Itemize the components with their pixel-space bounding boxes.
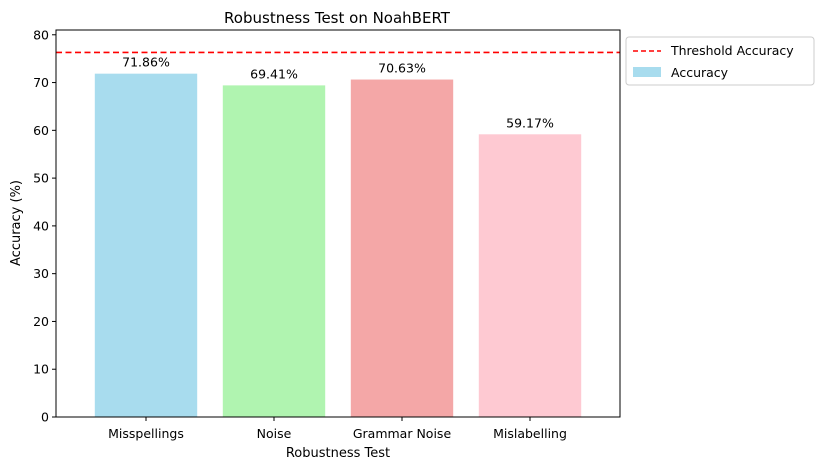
x-tick-label: Mislabelling: [493, 426, 567, 441]
bar-grammar-noise: [350, 79, 454, 417]
legend-accuracy-label: Accuracy: [671, 65, 729, 80]
x-tick-label: Misspellings: [108, 426, 184, 441]
y-axis-title: Accuracy (%): [9, 180, 24, 266]
plot-frame: [55, 29, 621, 418]
bar-data-label: 69.41%: [250, 66, 298, 81]
y-tick-label: 50: [33, 171, 49, 186]
y-tick-label: 80: [33, 27, 49, 42]
legend: Threshold Accuracy Accuracy: [625, 36, 815, 86]
x-axis-title: Robustness Test: [286, 446, 390, 461]
y-tick-label: 40: [33, 218, 49, 233]
x-tick-label: Noise: [257, 426, 292, 441]
y-tick-label: 70: [33, 75, 49, 90]
y-tick-label: 0: [41, 410, 49, 425]
y-tick-label: 60: [33, 123, 49, 138]
legend-box: [625, 36, 815, 86]
plot-area: 71.86% 69.41% 70.63% 59.17%: [56, 51, 620, 418]
legend-threshold-label: Threshold Accuracy: [670, 43, 794, 58]
bar-data-label: 70.63%: [378, 61, 426, 76]
x-tick-label: Grammar Noise: [353, 426, 452, 441]
x-axis: Misspellings Noise Grammar Noise Mislabelli…: [108, 417, 567, 441]
chart-title: Robustness Test on NoahBERT: [224, 9, 451, 27]
y-tick-label: 30: [33, 266, 49, 281]
y-tick-label: 10: [33, 362, 49, 377]
y-axis: 0 10 20 30 40 50 60 70 80: [33, 27, 56, 425]
bar-data-label: 71.86%: [122, 55, 170, 70]
legend-accuracy-swatch: [633, 67, 661, 77]
bar-data-label: 59.17%: [506, 115, 554, 130]
bar-misspellings: [94, 73, 198, 418]
bar-mislabelling: [478, 134, 582, 417]
y-tick-label: 20: [33, 314, 49, 329]
bar-noise: [222, 85, 326, 417]
